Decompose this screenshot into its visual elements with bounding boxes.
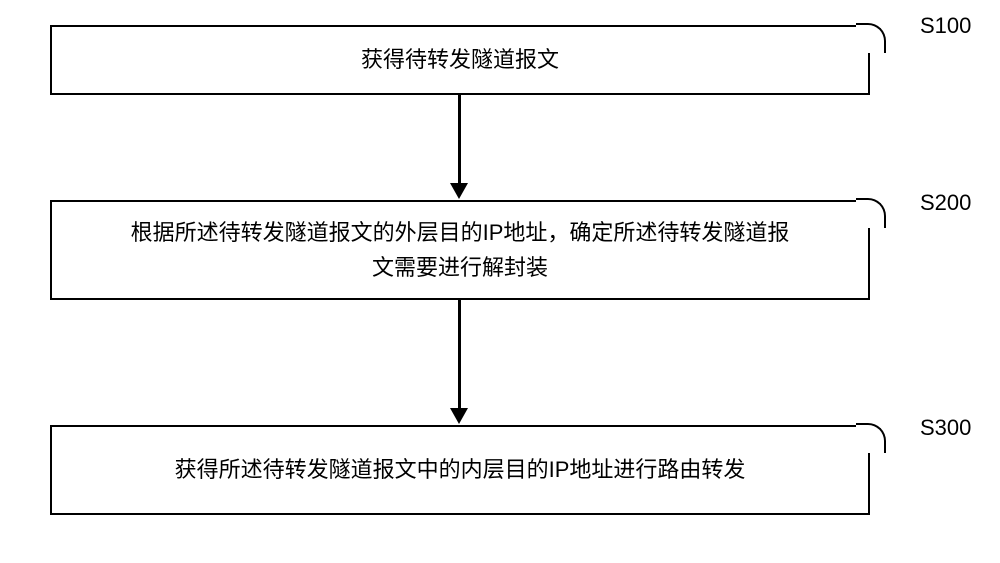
node-s200-notch <box>856 198 886 228</box>
edge-s100-s200-head <box>450 183 468 199</box>
node-s200-label: S200 <box>920 190 971 216</box>
flowchart-node-s100: 获得待转发隧道报文 <box>50 25 870 95</box>
node-s300-label: S300 <box>920 415 971 441</box>
flowchart-node-s300: 获得所述待转发隧道报文中的内层目的IP地址进行路由转发 <box>50 425 870 515</box>
flowchart-node-s200: 根据所述待转发隧道报文的外层目的IP地址，确定所述待转发隧道报 文需要进行解封装 <box>50 200 870 300</box>
node-s100-notch <box>856 23 886 53</box>
edge-s200-s300-line <box>458 300 461 410</box>
node-s200-text: 根据所述待转发隧道报文的外层目的IP地址，确定所述待转发隧道报 文需要进行解封装 <box>131 215 790 285</box>
edge-s200-s300-head <box>450 408 468 424</box>
node-s300-notch <box>856 423 886 453</box>
node-s200-text-line2: 文需要进行解封装 <box>372 255 548 280</box>
node-s200-text-line1: 根据所述待转发隧道报文的外层目的IP地址，确定所述待转发隧道报 <box>131 220 790 245</box>
node-s100-text: 获得待转发隧道报文 <box>361 42 559 77</box>
edge-s100-s200-line <box>458 95 461 185</box>
node-s100-label: S100 <box>920 13 971 39</box>
node-s300-text: 获得所述待转发隧道报文中的内层目的IP地址进行路由转发 <box>175 452 746 487</box>
